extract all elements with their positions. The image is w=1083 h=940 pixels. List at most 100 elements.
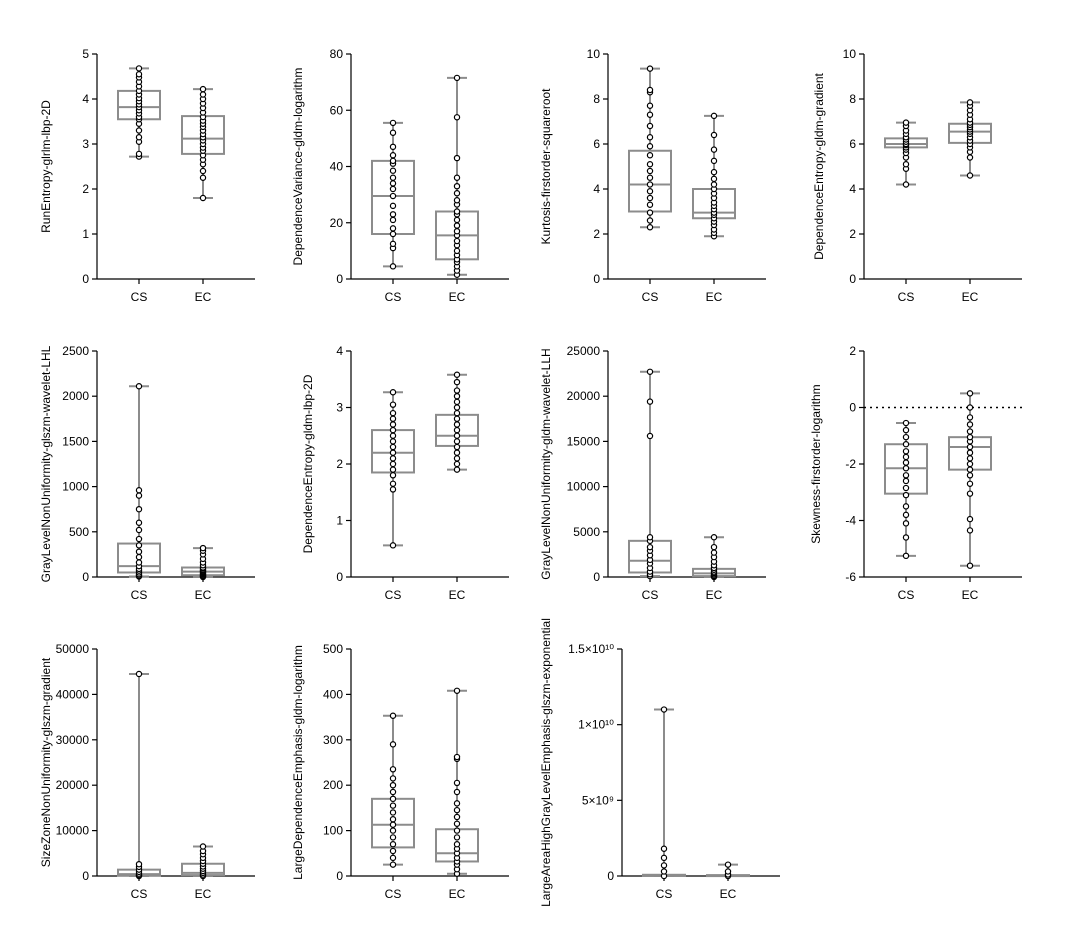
- data-point: [389, 152, 397, 159]
- data-point: [453, 114, 461, 121]
- data-point: [710, 175, 718, 183]
- data-point: [389, 443, 397, 451]
- y-tick-label: 15000: [567, 434, 601, 448]
- data-point: [660, 854, 668, 862]
- data-point: [453, 227, 461, 235]
- y-tick-label: 5000: [573, 525, 600, 539]
- data-point: [966, 455, 974, 462]
- data-point: [453, 237, 461, 245]
- data-point: [453, 182, 461, 190]
- y-tick-label: 4: [849, 182, 856, 196]
- data-point: [453, 426, 461, 434]
- data-point: [453, 800, 461, 807]
- y-axis-label: RunEntropy-glrlm-lbp-2D: [39, 100, 53, 233]
- data-point: [646, 122, 654, 130]
- y-tick-label: 0: [336, 570, 343, 584]
- data-point: [389, 847, 397, 855]
- data-point: [389, 421, 397, 428]
- data-point: [389, 438, 397, 445]
- data-point: [135, 519, 143, 526]
- data-point: [199, 167, 207, 175]
- data-point: [389, 816, 397, 823]
- data-point: [453, 788, 461, 796]
- data-point: [902, 511, 910, 519]
- y-tick-label: 0: [336, 869, 343, 883]
- data-point: [389, 119, 397, 127]
- data-point: [902, 477, 910, 485]
- data-point: [646, 224, 654, 231]
- data-point: [966, 172, 974, 179]
- data-point: [646, 368, 654, 375]
- data-point: [453, 460, 461, 468]
- data-point: [389, 802, 397, 809]
- data-point: [135, 548, 143, 555]
- data-point: [660, 706, 668, 713]
- data-point: [710, 157, 718, 165]
- data-point: [453, 421, 461, 428]
- data-point: [453, 398, 461, 406]
- data-point: [902, 534, 910, 541]
- y-tick-label: 10000: [567, 480, 601, 494]
- data-point: [646, 432, 654, 440]
- data-point: [453, 197, 461, 204]
- data-point: [453, 190, 461, 197]
- data-point: [389, 157, 397, 165]
- data-point: [199, 91, 207, 98]
- x-tick-label: CS: [385, 588, 402, 602]
- data-point: [902, 433, 910, 441]
- data-point: [389, 480, 397, 487]
- data-point: [389, 782, 397, 789]
- data-point: [902, 491, 910, 499]
- data-point: [453, 378, 461, 386]
- y-tick-label: 300: [323, 733, 343, 747]
- y-axis-label: Skewness-firstorder-logarithm: [809, 384, 823, 543]
- data-point: [453, 455, 461, 462]
- data-point: [966, 433, 974, 441]
- data-point: [902, 426, 910, 434]
- x-tick-label: EC: [195, 887, 212, 901]
- y-tick-label: 10000: [56, 824, 90, 838]
- data-point: [389, 788, 397, 796]
- data-point: [453, 806, 461, 814]
- y-tick-label: 500: [323, 642, 343, 656]
- data-point: [966, 99, 974, 106]
- data-point: [389, 449, 397, 456]
- x-tick-label: CS: [131, 290, 148, 304]
- data-point: [389, 861, 397, 868]
- y-tick-label: 1500: [62, 434, 89, 448]
- data-point: [646, 161, 654, 168]
- data-point: [389, 389, 397, 396]
- data-point: [453, 74, 461, 82]
- data-point: [453, 154, 461, 162]
- data-point: [453, 222, 461, 229]
- data-point: [453, 449, 461, 456]
- data-point: [724, 861, 732, 868]
- y-tick-label: 2500: [62, 344, 89, 358]
- x-tick-label: EC: [706, 588, 723, 602]
- x-tick-label: CS: [656, 887, 673, 901]
- data-point: [389, 409, 397, 417]
- data-point: [135, 134, 143, 141]
- box-ec: EC: [435, 74, 479, 304]
- x-tick-label: EC: [195, 290, 212, 304]
- y-tick-label: 100: [323, 824, 343, 838]
- data-point: [135, 860, 143, 868]
- y-axis-label: LargeAreaHighGrayLevelEmphasis-glszm-exp…: [539, 618, 553, 907]
- x-tick-label: EC: [962, 588, 979, 602]
- data-point: [389, 766, 397, 773]
- y-tick-label: 8: [849, 92, 856, 106]
- data-point: [646, 111, 654, 118]
- data-point: [710, 534, 718, 541]
- y-axis-label: DependenceEntropy-gldm-lbp-2D: [301, 374, 315, 553]
- y-axis-label: LargeDependenceEmphasis-gldm-logarithm: [291, 645, 305, 880]
- chart-panel-6: 0 1 2 3 4 DependenceEntropy-gldm-lbp-2D CS EC: [301, 344, 509, 602]
- data-point: [646, 188, 654, 195]
- data-point: [966, 443, 974, 451]
- y-tick-label: 3: [82, 137, 89, 151]
- x-tick-label: CS: [898, 290, 915, 304]
- data-point: [453, 813, 461, 821]
- data-point: [646, 134, 654, 141]
- y-tick-label: -2: [845, 457, 856, 471]
- y-tick-label: 50000: [56, 642, 90, 656]
- x-tick-label: EC: [449, 290, 466, 304]
